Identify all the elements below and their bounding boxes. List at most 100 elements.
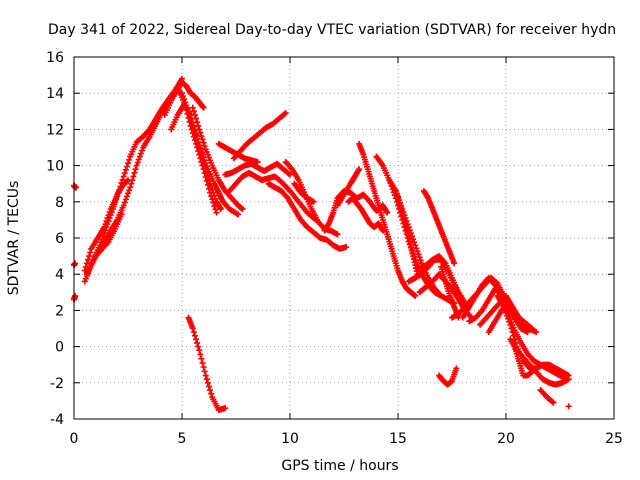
data-point — [217, 206, 224, 213]
data-point — [120, 202, 127, 209]
data-point — [183, 102, 190, 109]
data-point — [500, 303, 507, 310]
data-point — [128, 180, 135, 187]
data-point — [384, 209, 391, 216]
data-point — [126, 156, 133, 163]
data-point — [504, 312, 511, 319]
data-point — [198, 148, 205, 155]
data-point — [209, 186, 216, 193]
data-point — [99, 236, 106, 243]
data-point — [180, 93, 187, 100]
data-point — [102, 227, 109, 234]
data-point — [528, 368, 535, 375]
chart-title: Day 341 of 2022, Sidereal Day-to-day VTE… — [48, 22, 616, 38]
data-point — [200, 154, 207, 161]
series-arc-06 — [83, 177, 131, 278]
data-point — [414, 248, 421, 255]
series-arc-18 — [282, 158, 341, 238]
data-point — [179, 75, 185, 82]
data-point — [190, 126, 197, 133]
series-arc-30 — [420, 187, 458, 267]
data-point — [200, 139, 207, 146]
data-point — [416, 254, 423, 261]
data-point — [193, 336, 200, 343]
data-point — [208, 390, 215, 397]
y-tick-label: 12 — [46, 122, 64, 138]
data-point — [409, 233, 416, 240]
data-point — [125, 190, 131, 197]
y-tick-label: 6 — [55, 231, 64, 247]
data-point — [199, 151, 206, 158]
x-tick-label: 25 — [605, 431, 623, 447]
data-point — [187, 115, 194, 122]
x-tick-label: 10 — [281, 431, 299, 447]
grid-lines — [74, 57, 614, 419]
data-point — [281, 111, 288, 118]
data-point — [200, 104, 207, 111]
data-points — [71, 75, 572, 413]
data-point — [453, 365, 460, 372]
data-point — [72, 292, 79, 299]
data-point — [126, 187, 133, 194]
data-point — [565, 376, 572, 383]
data-point — [191, 111, 198, 118]
data-point — [527, 324, 534, 331]
data-point — [86, 253, 93, 260]
data-point — [122, 166, 129, 173]
data-point — [222, 405, 229, 412]
data-point — [139, 147, 146, 154]
data-point — [118, 211, 125, 218]
series-arc-12 — [185, 314, 229, 413]
data-point — [211, 192, 218, 199]
data-point — [194, 119, 201, 126]
data-point — [282, 110, 289, 117]
data-point — [506, 318, 513, 325]
data-point — [239, 206, 246, 213]
data-point — [184, 105, 191, 112]
series-arc-15 — [222, 160, 293, 178]
series-arc-40 — [537, 387, 557, 406]
data-point — [125, 160, 131, 167]
data-point — [202, 160, 209, 167]
y-tick-label: 10 — [46, 159, 64, 175]
data-point — [127, 184, 134, 191]
data-point — [508, 325, 515, 332]
data-point — [197, 129, 204, 136]
data-point — [213, 209, 220, 216]
data-point — [136, 153, 143, 160]
data-point — [201, 368, 208, 375]
data-point — [200, 364, 207, 371]
x-tick-label: 5 — [178, 431, 187, 447]
data-point — [334, 231, 341, 238]
data-point — [510, 332, 517, 339]
data-point — [199, 359, 206, 366]
data-point — [185, 108, 192, 115]
data-point — [194, 339, 201, 346]
series-arc-11 — [189, 104, 246, 213]
y-tick-label: 14 — [46, 86, 64, 102]
data-point — [505, 315, 512, 322]
series-arc-26 — [392, 187, 421, 278]
data-point — [120, 173, 127, 180]
data-point — [188, 119, 195, 126]
data-point — [206, 383, 212, 390]
series-arc-21 — [334, 166, 363, 209]
data-point — [190, 329, 197, 336]
data-point — [132, 166, 139, 173]
x-tick-label: 20 — [497, 431, 515, 447]
data-point — [130, 173, 137, 180]
data-point — [193, 115, 200, 122]
y-tick-label: 16 — [46, 50, 64, 66]
data-point — [191, 130, 198, 137]
data-point — [204, 379, 211, 386]
data-point — [415, 251, 422, 258]
series-arc-23 — [356, 140, 419, 299]
data-point — [343, 244, 350, 251]
series-arc-07 — [92, 211, 125, 260]
data-point — [108, 209, 115, 216]
axis-ticks: 0 5 10 15 20 25 -4 -2 0 2 4 6 8 10 12 14 16 — [46, 50, 623, 447]
data-point — [83, 260, 90, 267]
x-axis-label: GPS time / hours — [281, 458, 398, 474]
data-point — [413, 245, 420, 252]
data-point — [100, 233, 107, 240]
